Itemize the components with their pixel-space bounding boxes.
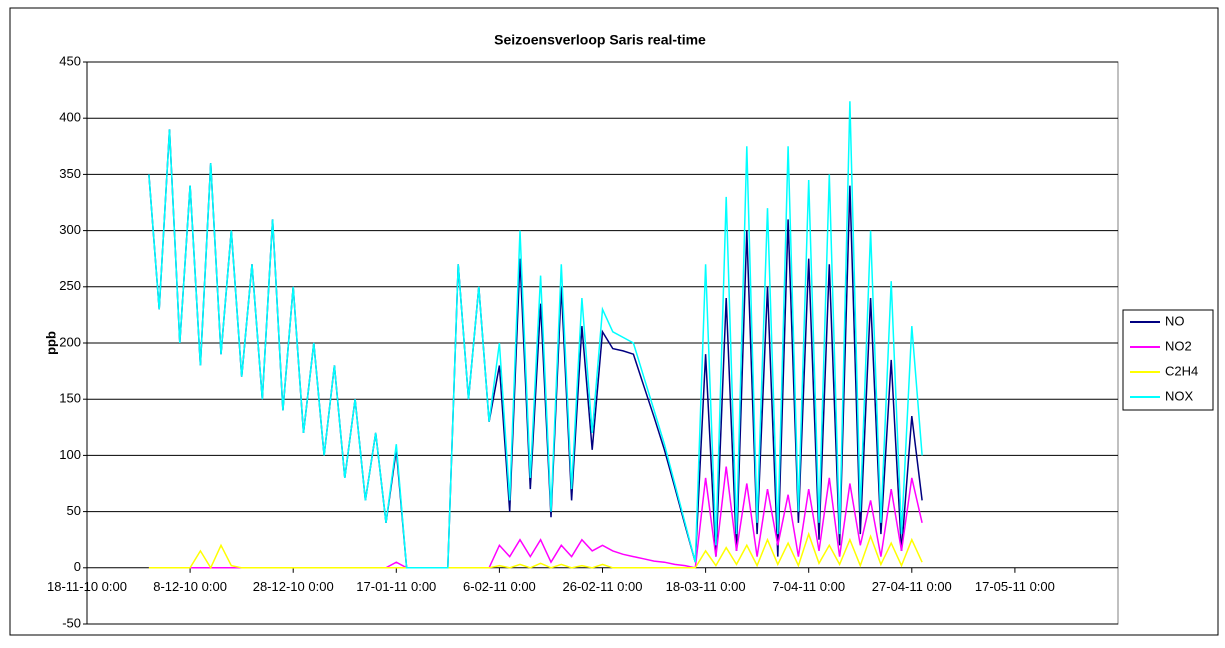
x-tick-label: 17-05-11 0:00 bbox=[975, 579, 1055, 594]
y-tick-label: 450 bbox=[59, 53, 81, 68]
y-tick-label: 300 bbox=[59, 222, 81, 237]
y-tick-label: 350 bbox=[59, 166, 81, 181]
series-line bbox=[148, 101, 923, 569]
y-tick-label: 100 bbox=[59, 447, 81, 462]
y-tick-label: 250 bbox=[59, 278, 81, 293]
y-tick-label: 200 bbox=[59, 334, 81, 349]
legend-label: NOX bbox=[1165, 388, 1194, 403]
y-axis-label: ppb bbox=[43, 331, 58, 355]
chart-frame bbox=[9, 7, 1219, 636]
x-tick-label: 7-04-11 0:00 bbox=[772, 579, 845, 594]
legend bbox=[1122, 309, 1214, 411]
series-line bbox=[148, 531, 923, 570]
x-tick-label: 27-04-11 0:00 bbox=[872, 579, 952, 594]
y-tick-label: 150 bbox=[59, 391, 81, 406]
y-tick-label: 50 bbox=[67, 503, 81, 518]
x-tick-label: 6-02-11 0:00 bbox=[463, 579, 536, 594]
x-tick-label: 17-01-11 0:00 bbox=[356, 579, 436, 594]
y-tick-label: -50 bbox=[62, 615, 81, 630]
y-tick-label: 0 bbox=[74, 559, 81, 574]
x-tick-label: 8-12-10 0:00 bbox=[153, 579, 227, 594]
legend-label: NO bbox=[1165, 313, 1185, 328]
legend-label: NO2 bbox=[1165, 338, 1192, 353]
x-tick-label: 18-11-10 0:00 bbox=[47, 579, 127, 594]
y-tick-label: 400 bbox=[59, 110, 81, 125]
x-tick-label: 26-02-11 0:00 bbox=[563, 579, 643, 594]
chart-title: Seizoensverloop Saris real-time bbox=[494, 32, 706, 48]
legend-label: C2H4 bbox=[1165, 363, 1198, 378]
x-tick-label: 18-03-11 0:00 bbox=[666, 579, 746, 594]
x-tick-label: 28-12-10 0:00 bbox=[253, 579, 334, 594]
